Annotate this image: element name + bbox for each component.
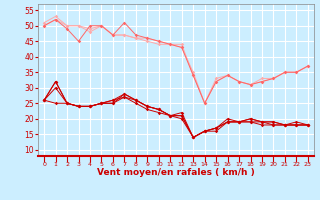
X-axis label: Vent moyen/en rafales ( km/h ): Vent moyen/en rafales ( km/h ) [97,168,255,177]
